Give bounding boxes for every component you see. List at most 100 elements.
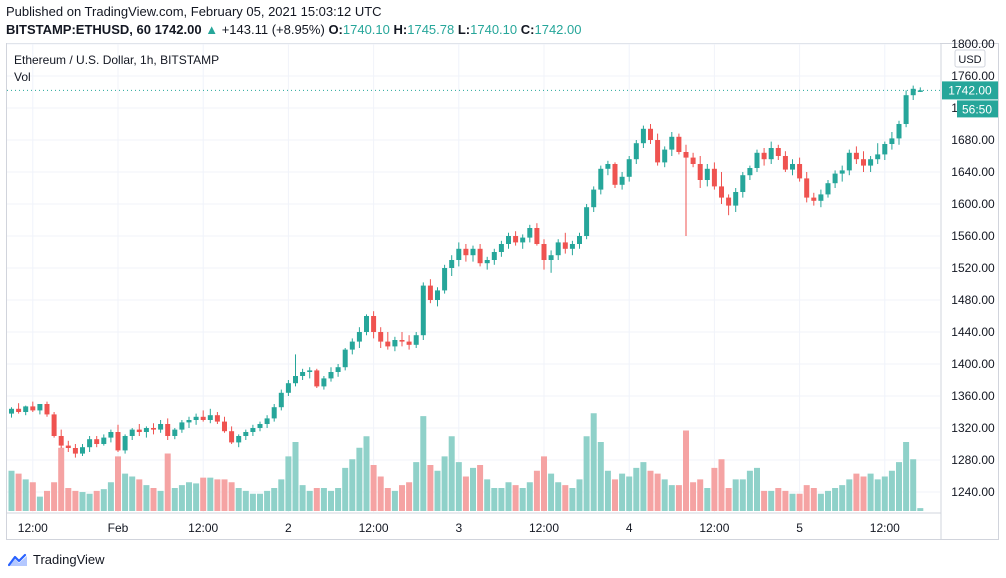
volume-bar [839, 485, 846, 511]
volume-bar [100, 489, 107, 511]
currency-label: USD [958, 54, 981, 66]
volume-bar [796, 493, 803, 511]
y-tick-label: 1440.00 [951, 325, 995, 339]
volume-bar [817, 493, 824, 511]
candle-body [889, 138, 895, 144]
change-arrow-icon: ▲ [205, 22, 219, 37]
candle-body [733, 192, 739, 206]
volume-bar [320, 488, 327, 511]
candle-body [910, 88, 916, 96]
volume-bar [413, 462, 420, 511]
candle-body [420, 285, 426, 336]
volume-bar [29, 482, 36, 511]
candle-body [839, 170, 845, 174]
candle-body [626, 159, 632, 177]
volume-bar [292, 442, 299, 511]
volume-bar [512, 485, 519, 511]
candle-body [527, 228, 533, 238]
volume-bar [484, 479, 491, 511]
symbol-label: BITSTAMP:ETHUSD, 60 [6, 22, 151, 37]
tradingview-logo-icon [8, 553, 27, 566]
volume-bar [399, 485, 405, 511]
volume-bar [491, 488, 498, 511]
candle-body [520, 237, 526, 243]
volume-bar [768, 490, 775, 511]
volume-bar [654, 473, 661, 511]
volume-bar [477, 465, 484, 511]
candle-body [782, 156, 788, 170]
candle-body [243, 432, 249, 436]
y-tick-label: 1480.00 [951, 293, 995, 307]
candle-body [435, 290, 440, 300]
candle-body [882, 144, 888, 155]
x-tick-label: 12:00 [529, 521, 559, 535]
volume-bar [526, 482, 533, 511]
volume-bar [711, 467, 718, 511]
volume-bar [285, 456, 292, 511]
x-tick-label: 5 [796, 521, 803, 535]
x-tick-label: 2 [285, 521, 292, 535]
volume-bar [235, 488, 242, 511]
volume-bar [178, 485, 185, 511]
candle-body [399, 340, 405, 342]
candle-body [825, 183, 831, 195]
candle-body [562, 242, 568, 249]
candle-body [179, 422, 185, 430]
volume-bar [264, 490, 271, 511]
candle-body [811, 197, 817, 201]
candle-body [633, 143, 639, 160]
candle-body [662, 149, 668, 163]
volume-bar [391, 490, 398, 511]
volume-bar [704, 488, 711, 511]
candle-body [129, 429, 135, 436]
candle-body [285, 383, 291, 393]
brand-name: TradingView [33, 552, 105, 567]
volume-bar [200, 477, 207, 511]
volume-bar [661, 479, 668, 511]
footer-brand[interactable]: TradingView [8, 552, 105, 567]
candle-body [342, 349, 348, 368]
volume-bar [519, 488, 526, 511]
volume-bar [881, 476, 888, 511]
candle-body [321, 378, 327, 387]
candle-body [9, 408, 14, 414]
y-tick-label: 1360.00 [951, 389, 995, 403]
candle-body [612, 164, 618, 185]
candle-body [861, 159, 866, 166]
candle-body [186, 420, 192, 423]
candle-body [498, 244, 504, 252]
volume-bar [8, 470, 15, 511]
volume-bar [377, 476, 384, 511]
volume-bar [732, 479, 739, 511]
y-tick-label: 1240.00 [951, 485, 995, 499]
volume-bar [221, 479, 228, 511]
candle-body [364, 316, 369, 332]
y-tick-label: 1520.00 [951, 261, 995, 275]
x-tick-label: 12:00 [18, 521, 48, 535]
candle-body [271, 407, 277, 419]
volume-bar [306, 490, 313, 511]
candle-body [534, 228, 540, 244]
volume-bar [718, 459, 725, 511]
volume-bar [619, 473, 626, 511]
candle-body [229, 431, 235, 443]
candle-body [896, 124, 902, 139]
candle-body [577, 236, 582, 244]
candle-body [697, 164, 703, 180]
volume-bar [455, 462, 462, 511]
candle-body [356, 332, 362, 342]
volume-bar [597, 442, 604, 511]
candle-body [470, 248, 476, 256]
candle-body [349, 341, 355, 350]
volume-bar [129, 476, 136, 511]
candle-body [768, 148, 774, 160]
y-tick-label: 1640.00 [951, 165, 995, 179]
candle-body [598, 168, 604, 190]
candle-body [136, 429, 142, 432]
close-value: 1742.00 [534, 22, 582, 37]
volume-bar [249, 493, 256, 511]
volume-bar [164, 453, 171, 511]
candle-body [222, 421, 227, 432]
volume-bar [782, 490, 789, 511]
